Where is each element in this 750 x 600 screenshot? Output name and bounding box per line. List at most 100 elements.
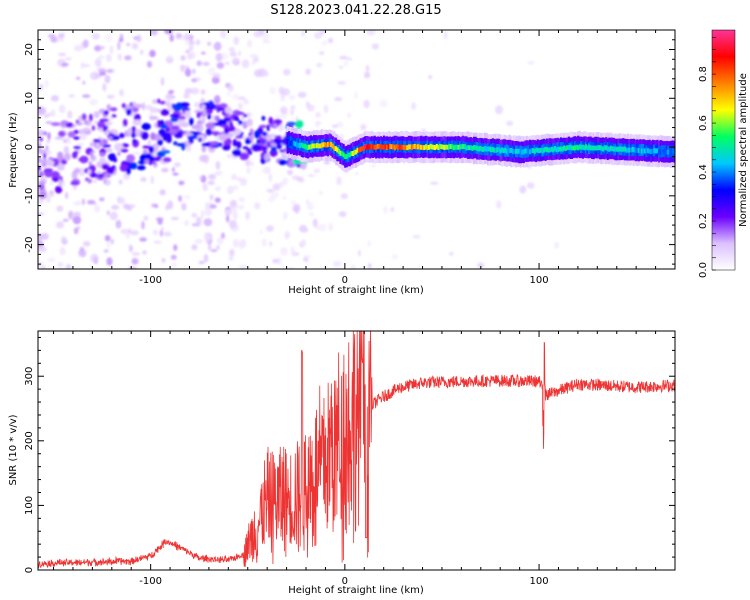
spectrogram-ridge-cell [473, 145, 476, 150]
spectrogram-noise-blob [269, 86, 276, 95]
spectrogram-ridge-cell [367, 144, 370, 150]
spectrogram-noise-blob [64, 57, 72, 61]
spectrogram-noise-blob [301, 30, 305, 37]
spectrogram-noise-blob [280, 94, 285, 102]
spectrogram-noise-blob [87, 199, 96, 205]
spectrogram-noise-blob [115, 219, 122, 229]
spectrogram-noise-blob [150, 175, 154, 185]
spectrogram-noise-blob [328, 223, 334, 231]
spectrogram-ridge-cell [505, 148, 508, 154]
y-tick-label: 0 [24, 144, 35, 150]
spectrogram-noise-blob [318, 190, 324, 196]
spectrogram-ridge-cell [479, 145, 482, 151]
spectrogram-ridge-cell [393, 145, 396, 151]
spectrogram-noise-blob [261, 32, 270, 40]
spectrogram-cluster-blob [54, 136, 64, 140]
spectrogram-noise-blob [50, 95, 60, 102]
spectrogram-ridge-cell [569, 144, 572, 150]
spectrogram-noise-blob [99, 71, 107, 76]
colorbar-tick-label: 0.4 [698, 164, 709, 180]
spectrogram-ridge-cell [466, 145, 469, 151]
spectrogram-cluster-blob [268, 116, 274, 125]
spectrogram-noise-blob [58, 104, 66, 114]
spectrogram-noise-blob [336, 176, 342, 186]
x-tick-label: -100 [139, 576, 162, 587]
spectrogram-noise-blob [143, 215, 149, 221]
spectrogram-noise-blob [277, 256, 282, 266]
spectrogram-cluster-blob [43, 131, 47, 136]
spectrogram-cluster-blob [300, 162, 307, 170]
spectrogram-noise-blob [109, 45, 114, 54]
spectrogram-ridge-cell [580, 144, 583, 150]
colorbar-tick-label: 0.2 [698, 213, 709, 229]
spectrogram-ridge-cell [664, 149, 667, 155]
spectrogram-ridge-cell [299, 142, 302, 148]
spectrogram-cluster-blob [132, 119, 142, 126]
spectrogram-cluster-blob [156, 98, 161, 104]
spectrogram-ridge-cell [662, 149, 665, 155]
spectrogram-cluster-blob [112, 135, 120, 141]
spectrogram-noise-blob [151, 203, 157, 208]
spectrogram-cluster-blob [97, 120, 105, 129]
spectrogram-noise-blob [267, 196, 276, 202]
spectrogram-ridge-cell [322, 142, 325, 148]
y-tick-label: 10 [24, 92, 35, 105]
spectrogram-ridge-cell [471, 145, 474, 151]
spectrogram-cluster-blob [261, 115, 266, 121]
snr-ticks: -100 0 100 0 100 200 300 [24, 331, 676, 587]
spectrogram-noise-blob [211, 76, 220, 84]
spectrogram-cluster-blob [108, 153, 116, 162]
spectrogram-noise-blob [192, 68, 196, 75]
spectrogram-ridge-cell [348, 152, 351, 158]
spectrogram-ridge-cell [333, 145, 336, 151]
spectrogram-cluster-blob [206, 109, 213, 114]
spectrogram-noise-blob [262, 166, 272, 175]
spectrogram-ridge-cell [563, 145, 566, 151]
spectrogram-ridge-cell [431, 144, 434, 150]
spectrogram-noise-blob [146, 60, 153, 68]
spectrogram-ridge-cell [575, 144, 578, 150]
spectrogram-noise-blob [185, 145, 192, 152]
spectrogram-noise-blob [233, 36, 240, 45]
spectrogram-noise-blob [280, 106, 288, 115]
spectrogram-ridge-cell [515, 148, 518, 154]
spectrogram-noise-blob [109, 211, 118, 221]
spectrogram-noise-blob [282, 212, 288, 219]
spectrogram-noise-blob [282, 195, 287, 200]
spectrogram-noise-blob [201, 144, 206, 153]
spectrogram-ridge-cell [412, 144, 415, 149]
spectrogram-ridge-cell [645, 147, 648, 153]
spectrogram-cluster-blob [211, 131, 220, 135]
spectrogram-ridge-cell [657, 148, 661, 154]
spectrogram-noise-blob [68, 94, 75, 98]
spectrogram-noise-blob [364, 71, 371, 79]
spectrogram-cluster-blob [105, 148, 113, 153]
spectrogram-ridge-cell [577, 145, 580, 151]
spectrogram-ridge-cell [445, 144, 448, 150]
spectrogram-noise-blob [259, 229, 263, 235]
spectrogram-noise-blob [215, 161, 221, 170]
spectrogram-ridge-cell [507, 148, 510, 153]
spectrogram-noise-blob [81, 63, 90, 68]
spectrogram-ridge-cell [603, 145, 606, 151]
spectrogram-cluster-blob [101, 139, 108, 145]
spectrogram-cluster-blob [141, 123, 151, 131]
spectrogram-noise-blob [237, 204, 245, 210]
spectrogram-noise-blob [196, 60, 202, 67]
spectrogram-noise-blob [42, 265, 46, 269]
spectrogram-noise-blob [357, 249, 361, 257]
spectrogram-ridge-cell [539, 147, 542, 153]
spectrogram-noise-blob [184, 39, 189, 46]
spectrogram-ridge-cell [629, 147, 633, 153]
spectrogram-ridge-cell [410, 145, 414, 151]
spectrogram-cluster-blob [61, 159, 67, 165]
spectrogram-noise-blob [47, 257, 56, 263]
spectrogram-noise-blob [106, 240, 111, 249]
spectrogram-noise-blob [82, 80, 86, 85]
spectrogram-ridge-cell [581, 144, 584, 150]
spectrogram-noise-blob [123, 203, 130, 210]
spectrogram-cluster-blob [70, 180, 80, 186]
spectrogram-ridge-cell [614, 146, 617, 152]
spectrogram-noise-blob [159, 229, 164, 237]
spectrogram-cluster-blob [83, 127, 90, 132]
